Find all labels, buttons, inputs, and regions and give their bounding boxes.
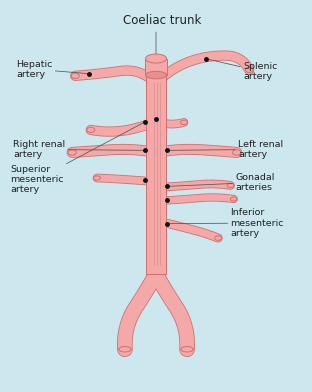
Ellipse shape (246, 67, 253, 73)
Ellipse shape (119, 347, 131, 352)
Ellipse shape (68, 150, 76, 155)
Ellipse shape (232, 150, 241, 155)
Ellipse shape (181, 120, 188, 125)
Text: Left renal
artery: Left renal artery (168, 140, 283, 159)
Text: Inferior
mesenteric
artery: Inferior mesenteric artery (168, 208, 284, 238)
Ellipse shape (230, 197, 237, 201)
Text: Hepatic
artery: Hepatic artery (16, 60, 89, 79)
Text: Right renal
artery: Right renal artery (13, 140, 144, 159)
Ellipse shape (145, 54, 167, 63)
Ellipse shape (94, 176, 100, 180)
Ellipse shape (215, 236, 222, 240)
Text: Coeliac trunk: Coeliac trunk (123, 14, 202, 27)
Ellipse shape (87, 127, 95, 132)
Ellipse shape (227, 183, 234, 188)
Text: Gonadal
arteries: Gonadal arteries (168, 173, 275, 192)
Ellipse shape (181, 347, 193, 352)
Bar (146, 67, 166, 274)
Bar (145, 58, 167, 75)
Ellipse shape (71, 73, 79, 78)
Bar (146, 67, 166, 274)
Text: Superior
mesenteric
artery: Superior mesenteric artery (10, 122, 145, 194)
Text: Splenic
artery: Splenic artery (206, 59, 277, 81)
Ellipse shape (145, 71, 167, 79)
